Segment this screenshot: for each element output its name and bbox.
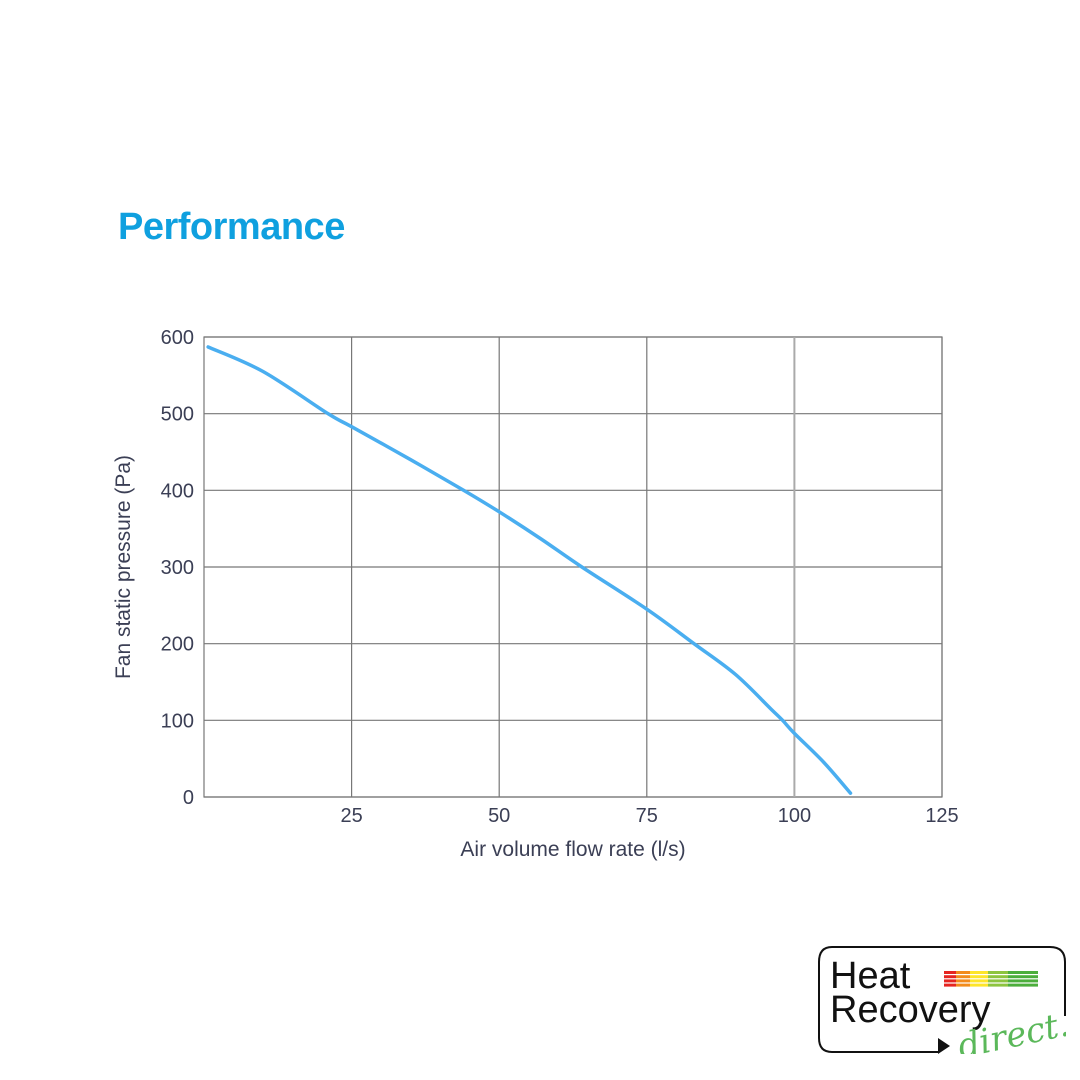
y-tick-label: 400 [161,480,194,502]
logo-bar [988,971,1008,974]
heat-recovery-direct-logo: Heat Recovery direct. [818,946,1073,1067]
logo-bar [1008,971,1038,974]
logo-bar [956,983,970,987]
grid [203,336,943,798]
y-tick-label: 0 [183,787,194,809]
y-tick-label: 200 [161,634,194,656]
logo-bar [1008,979,1038,983]
section-title: Performance [118,206,345,248]
x-tick-label: 75 [636,805,658,827]
logo-line1: Heat [830,955,911,997]
logo-bar [956,975,970,979]
logo-bar [970,979,988,983]
logo-bar [944,983,956,987]
y-tick-label: 300 [161,557,194,579]
x-tick-label: 50 [488,805,510,827]
x-tick-label: 100 [778,805,811,827]
logo-bar [970,975,988,979]
logo-bar [988,975,1008,979]
logo-bar [988,983,1008,987]
x-axis-label: Air volume flow rate (l/s) [460,838,685,861]
logo-line2: Recovery [830,989,991,1031]
logo-bar [944,975,956,979]
logo-bar [1008,975,1038,979]
logo-bar [944,979,956,983]
logo-bar [956,971,970,974]
series-line [206,345,853,795]
logo-bar [988,979,1008,983]
tick-labels: 0 100 200 300 400 500 600 25 50 75 100 125 [161,327,959,827]
logo-bar [944,971,956,974]
logo-bar [970,983,988,987]
x-tick-label: 125 [925,805,958,827]
x-tick-label: 25 [340,805,362,827]
logo-bar [956,979,970,983]
y-tick-label: 600 [161,327,194,349]
y-axis-label: Fan static pressure (Pa) [112,455,135,679]
y-tick-label: 100 [161,710,194,732]
logo-bar [970,971,988,974]
logo-bar [1008,983,1038,987]
y-tick-label: 500 [161,404,194,426]
